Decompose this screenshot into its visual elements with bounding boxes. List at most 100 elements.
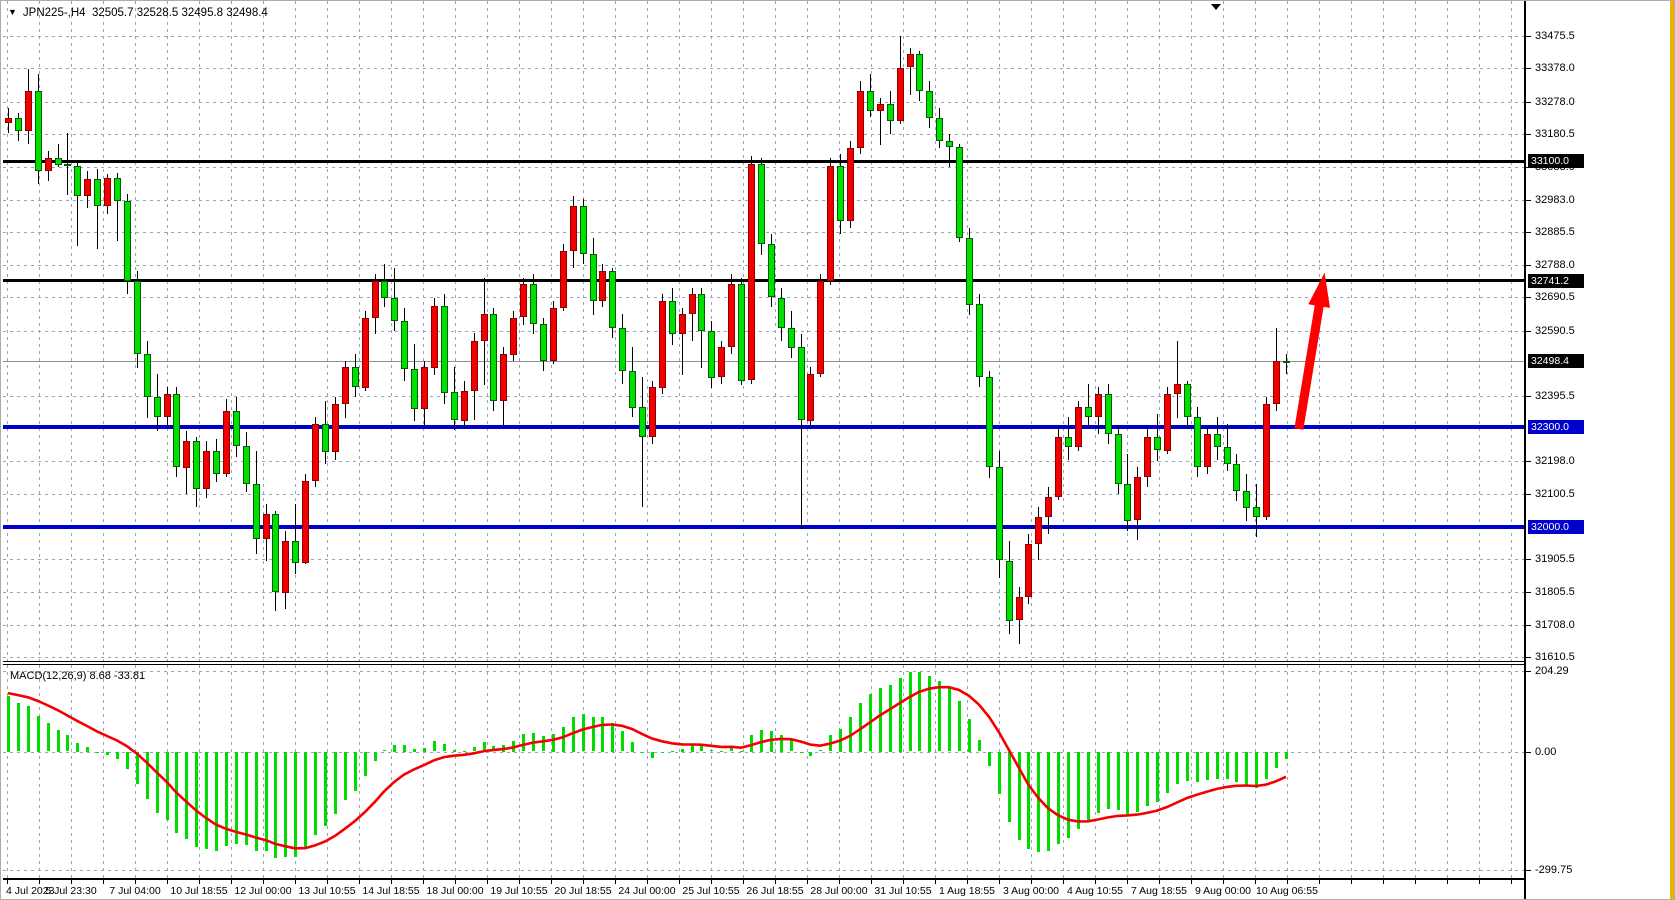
macd-histogram-bar <box>522 734 525 751</box>
horizontal-line-32300[interactable] <box>3 425 1524 429</box>
horizontal-line-33100[interactable] <box>3 160 1524 163</box>
horizontal-gridline <box>3 134 1524 135</box>
price-axis-tick <box>1526 68 1531 69</box>
candle-body <box>1134 477 1141 520</box>
time-axis-tick <box>1351 880 1352 884</box>
candle-body <box>500 354 507 401</box>
candle-body <box>352 367 359 387</box>
vertical-gridline <box>359 665 360 878</box>
price-axis-label: 31708.0 <box>1535 619 1575 631</box>
time-axis[interactable]: 4 Jul 2023 5 Jul 23:30 7 Jul 04:00 10 Jul 1… <box>3 878 1524 899</box>
price-axis[interactable]: 33475.533378.033278.033180.533083.032983… <box>1524 1 1672 899</box>
candle-body <box>1144 437 1151 477</box>
candle-body <box>1194 417 1201 467</box>
candle-body <box>788 328 795 348</box>
candle-body <box>1006 561 1013 621</box>
time-axis-tick <box>679 880 680 884</box>
price-tag-32498.4: 32498.4 <box>1528 354 1584 368</box>
horizontal-gridline <box>3 36 1524 37</box>
vertical-gridline <box>103 665 104 878</box>
macd-histogram-bar <box>245 752 248 845</box>
candle-body <box>243 446 250 484</box>
candle-body <box>144 354 151 397</box>
candle-body <box>738 284 745 381</box>
horizontal-gridline <box>3 265 1524 266</box>
price-axis-tick <box>1526 265 1531 266</box>
macd-histogram-bar <box>235 752 238 844</box>
candle-body <box>213 451 220 474</box>
macd-histogram-bar <box>156 752 159 813</box>
macd-histogram-bar <box>1027 752 1030 849</box>
pane-separator[interactable] <box>3 661 1524 662</box>
candle-body <box>1045 497 1052 517</box>
time-axis-tick <box>1127 880 1128 884</box>
symbol-dropdown-icon[interactable]: ▼ <box>8 7 17 17</box>
macd-histogram-bar <box>1235 752 1238 782</box>
price-axis-tick <box>1526 461 1531 462</box>
horizontal-gridline <box>3 625 1524 626</box>
price-axis-tick <box>1526 232 1531 233</box>
vertical-gridline <box>327 665 328 878</box>
candle-wick <box>1088 384 1089 427</box>
time-axis-label: 7 Jul 04:00 <box>109 885 161 897</box>
candle-body <box>471 341 478 391</box>
candle-body <box>590 254 597 301</box>
candle-body <box>619 328 626 371</box>
macd-histogram-bar <box>770 731 773 752</box>
trend-arrow[interactable] <box>1294 272 1330 430</box>
macd-histogram-bar <box>1265 752 1268 779</box>
macd-histogram-bar <box>1186 752 1189 781</box>
candle-body <box>55 158 62 165</box>
chart-shift-marker[interactable] <box>1211 4 1221 10</box>
price-axis-tick <box>1526 331 1531 332</box>
price-axis-tick <box>1526 494 1531 495</box>
candle-body <box>718 347 725 377</box>
time-axis-label: 4 Jul 2023 <box>6 885 55 897</box>
candle-body <box>807 374 814 421</box>
macd-histogram-bar <box>1156 752 1159 802</box>
candle-body <box>441 306 448 393</box>
macd-histogram-bar <box>928 676 931 752</box>
vertical-gridline <box>1159 665 1160 878</box>
horizontal-line-32741.2[interactable] <box>3 279 1524 282</box>
candle-body <box>1115 434 1122 484</box>
candle-body <box>203 451 210 489</box>
macd-histogram-bar <box>166 752 169 820</box>
time-axis-tick <box>1223 880 1224 884</box>
vertical-gridline <box>455 665 456 878</box>
horizontal-line-32000[interactable] <box>3 525 1524 529</box>
horizontal-gridline <box>3 559 1524 560</box>
time-axis-label: 4 Aug 10:55 <box>1066 885 1124 897</box>
candle-body <box>253 484 260 539</box>
macd-histogram-bar <box>998 752 1001 794</box>
macd-histogram-bar <box>1077 752 1080 829</box>
horizontal-gridline <box>3 657 1524 658</box>
macd-histogram-bar <box>354 752 357 791</box>
macd-histogram-bar <box>661 752 664 753</box>
price-pane[interactable] <box>3 1 1524 661</box>
pane-separator[interactable] <box>3 664 1524 665</box>
candle-body <box>520 284 527 317</box>
candle-body <box>867 91 874 111</box>
time-axis-label: 3 Aug 00:00 <box>1002 885 1060 897</box>
time-axis-tick <box>71 880 72 884</box>
vertical-gridline <box>1319 665 1320 878</box>
time-axis-tick <box>903 880 904 884</box>
time-axis-tick <box>167 880 168 884</box>
candle-body <box>322 424 329 452</box>
price-axis-label: 33378.0 <box>1535 62 1575 74</box>
macd-histogram-bar <box>621 731 624 751</box>
time-axis-tick <box>455 880 456 884</box>
macd-histogram-bar <box>17 703 20 751</box>
time-axis-tick <box>135 880 136 884</box>
macd-histogram-bar <box>463 751 466 752</box>
macd-histogram-bar <box>37 716 40 752</box>
macd-histogram-bar <box>483 742 486 752</box>
candle-body <box>986 377 993 467</box>
macd-histogram-bar <box>205 752 208 849</box>
price-axis-tick <box>1526 657 1531 658</box>
macd-pane[interactable] <box>3 665 1524 878</box>
price-axis-tick <box>1526 200 1531 201</box>
macd-histogram-bar <box>572 717 575 752</box>
